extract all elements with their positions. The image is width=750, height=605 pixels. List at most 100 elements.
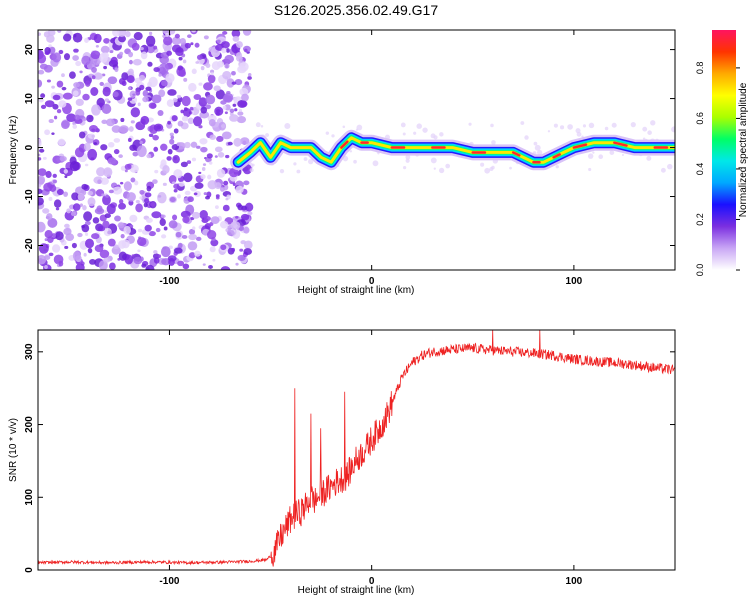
noise-speckle (129, 224, 134, 228)
noise-speckle (118, 35, 126, 43)
noise-speckle (52, 179, 57, 184)
noise-speckle (52, 94, 61, 101)
noise-speckle (567, 124, 573, 130)
noise-speckle (405, 158, 410, 163)
noise-speckle (198, 97, 208, 107)
noise-speckle (237, 65, 247, 74)
noise-speckle (175, 47, 184, 57)
noise-speckle (123, 225, 131, 235)
noise-speckle (79, 70, 83, 74)
noise-speckle (110, 56, 118, 65)
noise-speckle (148, 102, 157, 109)
noise-speckle (81, 55, 91, 66)
noise-speckle (207, 230, 217, 240)
noise-speckle (93, 142, 98, 145)
noise-speckle (183, 107, 192, 118)
noise-speckle (201, 166, 206, 172)
noise-speckle (239, 137, 250, 145)
noise-speckle (220, 244, 227, 251)
noise-speckle (214, 205, 219, 209)
noise-speckle (239, 248, 244, 252)
noise-speckle (130, 107, 140, 118)
ridge-peak-segment (572, 143, 588, 149)
ridge-band-yellow (236, 136, 675, 164)
noise-speckle (72, 32, 83, 43)
noise-speckle (223, 92, 234, 103)
noise-speckle (75, 98, 84, 107)
noise-speckle (191, 68, 197, 75)
noise-speckle (342, 125, 346, 129)
noise-speckle (54, 115, 58, 120)
noise-speckle (588, 122, 595, 129)
noise-speckle (598, 154, 604, 160)
noise-speckle (533, 141, 538, 146)
noise-speckle (44, 51, 50, 56)
noise-speckle (210, 216, 220, 224)
noise-speckle (62, 92, 73, 100)
noise-speckle (102, 86, 111, 97)
noise-speckle (170, 135, 175, 140)
noise-speckle (47, 218, 58, 228)
noise-speckle (231, 247, 236, 252)
noise-speckle (129, 164, 139, 173)
noise-speckle (124, 163, 132, 170)
noise-speckle (151, 94, 162, 104)
noise-speckle (180, 109, 185, 114)
noise-speckle (445, 163, 451, 169)
noise-speckle (118, 77, 126, 85)
noise-speckle (133, 256, 143, 265)
noise-speckle (188, 233, 197, 241)
noise-speckle (101, 119, 108, 124)
noise-speckle (592, 151, 595, 154)
noise-speckle (132, 58, 142, 66)
noise-speckle (207, 74, 216, 84)
noise-speckle (240, 213, 250, 221)
noise-speckle (162, 182, 167, 186)
noise-speckle (38, 69, 45, 75)
noise-speckle (153, 67, 160, 73)
noise-speckle (214, 106, 224, 116)
noise-speckle (646, 155, 652, 161)
colorbar-tick-label: 0.4 (695, 163, 705, 176)
noise-speckle (72, 251, 81, 261)
noise-speckle (79, 203, 83, 207)
noise-speckle (230, 221, 241, 230)
noise-speckle (221, 47, 227, 54)
noise-speckle (130, 177, 136, 183)
noise-speckle (73, 48, 79, 53)
noise-speckle (146, 153, 152, 159)
noise-speckle (45, 170, 52, 179)
noise-speckle (216, 135, 224, 143)
noise-speckle (104, 98, 110, 102)
noise-speckle (143, 202, 148, 208)
noise-speckle (235, 262, 239, 266)
noise-speckle (87, 197, 96, 207)
noise-speckle (127, 97, 133, 101)
noise-speckle (588, 167, 592, 172)
noise-speckle (132, 151, 139, 157)
noise-speckle (238, 108, 243, 112)
colorbar-tick-label: 0.0 (695, 264, 705, 277)
snr-y-tick-label: 0 (24, 567, 35, 573)
noise-speckle (199, 138, 208, 145)
snr-y-tick-label: 300 (24, 343, 35, 360)
spectrogram-x-tick-label: -100 (159, 276, 179, 287)
noise-speckle (147, 61, 153, 67)
noise-speckle (219, 186, 225, 192)
noise-speckle (232, 103, 237, 107)
noise-speckle (209, 246, 216, 253)
noise-speckle (119, 181, 124, 185)
snr-y-tick-label: 200 (24, 416, 35, 433)
noise-speckle (100, 177, 109, 185)
noise-speckle (240, 240, 247, 245)
snr-x-tick-label: 0 (369, 576, 375, 587)
noise-speckle (38, 188, 43, 195)
noise-speckle (49, 184, 57, 192)
noise-speckle (56, 109, 62, 114)
snr-x-tick-label: 100 (566, 576, 583, 587)
noise-speckle (82, 205, 87, 211)
noise-speckle (82, 93, 90, 101)
noise-speckle (38, 254, 47, 265)
noise-speckle (222, 31, 228, 35)
noise-speckle (89, 259, 97, 265)
